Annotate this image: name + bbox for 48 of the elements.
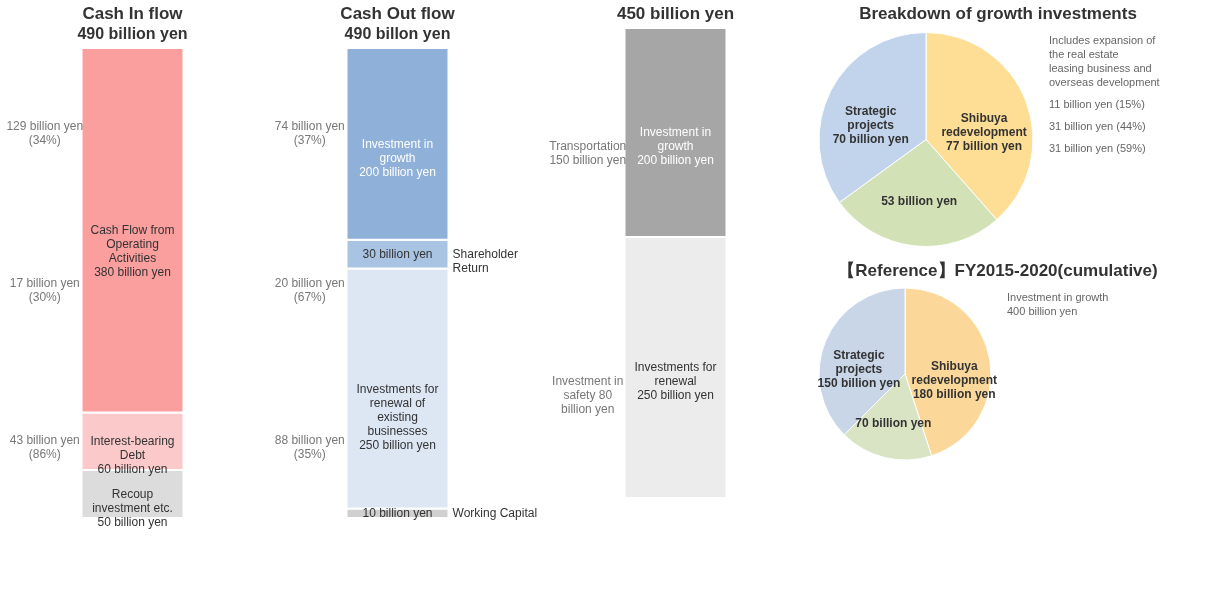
data-label: 10 billion yen xyxy=(362,506,433,521)
text: 74 billion yen (37%) xyxy=(274,119,345,148)
data-label: 200 billion yen xyxy=(359,164,436,179)
chart-subtitle: 490 billion yen xyxy=(77,25,188,42)
data-label: 77 billion yen xyxy=(946,138,1023,153)
text: 11 billion yen (15%) xyxy=(1049,98,1145,110)
text: Investment in safety 80 billion yen xyxy=(552,373,624,416)
chart-title: Cash Out flow xyxy=(340,4,456,23)
data-label: 180 billion yen xyxy=(912,387,996,402)
text: Includes expansion of the real estate leasing business and overseas development xyxy=(1049,34,1160,88)
data-label: 30 billion yen xyxy=(362,247,433,262)
series-label: Shareholder Return xyxy=(452,247,518,276)
data-label: 250 billion yen xyxy=(637,388,714,403)
chart-title: 450 billion yen xyxy=(616,4,735,23)
chart-subtitle: 490 billon yen xyxy=(344,25,451,42)
slice-label: Strategic projects xyxy=(845,104,897,133)
series-label: Investment in growth xyxy=(639,125,712,154)
chart-title: Breakdown of growth investments xyxy=(859,4,1137,23)
data-label: 53 billion yen xyxy=(881,194,958,209)
series-label: Investments for renewal of existing businesses xyxy=(356,381,439,438)
series-label: Investments for renewal xyxy=(634,360,717,389)
text: 31 billion yen (44%) xyxy=(1049,120,1146,132)
data-label: 150 billion yen xyxy=(817,375,901,390)
text: 17 billion yen (30%) xyxy=(9,276,80,304)
annotation: 129 billion yen (34%) xyxy=(6,119,84,148)
slice-label: Shibuya redevelopment xyxy=(941,110,1027,139)
series-label: Recoup investment etc. xyxy=(92,487,173,516)
series-label: Interest-bearing Debt xyxy=(90,434,175,463)
text: 43 billion yen (86%) xyxy=(9,432,80,461)
data-label: 60 billion yen xyxy=(97,462,168,477)
chart-title: 【Reference】FY2015-2020(cumulative) xyxy=(838,261,1158,280)
data-label: 200 billion yen xyxy=(637,153,714,168)
series-label: Working Capital xyxy=(452,506,538,521)
data-label: 50 billion yen xyxy=(97,515,168,530)
slice-label: Shibuya redevelopment xyxy=(911,359,997,388)
data-label: 70 billion yen xyxy=(832,132,909,147)
chart-title: Cash In flow xyxy=(82,4,184,23)
series-label: Cash Flow from Operating Activities xyxy=(90,223,175,266)
data-label: 70 billion yen xyxy=(855,415,932,430)
text: Investment in growth 400 billion yen xyxy=(1007,291,1109,317)
slice-label: Strategic projects xyxy=(833,347,885,376)
data-label: 380 billion yen xyxy=(94,265,171,280)
text: 88 billion yen (35%) xyxy=(274,432,345,461)
annotation: Transportation 150 billion yen xyxy=(549,138,627,167)
text: 20 billion yen (67%) xyxy=(274,276,345,304)
data-label: 250 billion yen xyxy=(359,437,436,452)
series-label: Investment in growth xyxy=(361,136,434,165)
text: 31 billion yen (59%) xyxy=(1049,142,1146,154)
